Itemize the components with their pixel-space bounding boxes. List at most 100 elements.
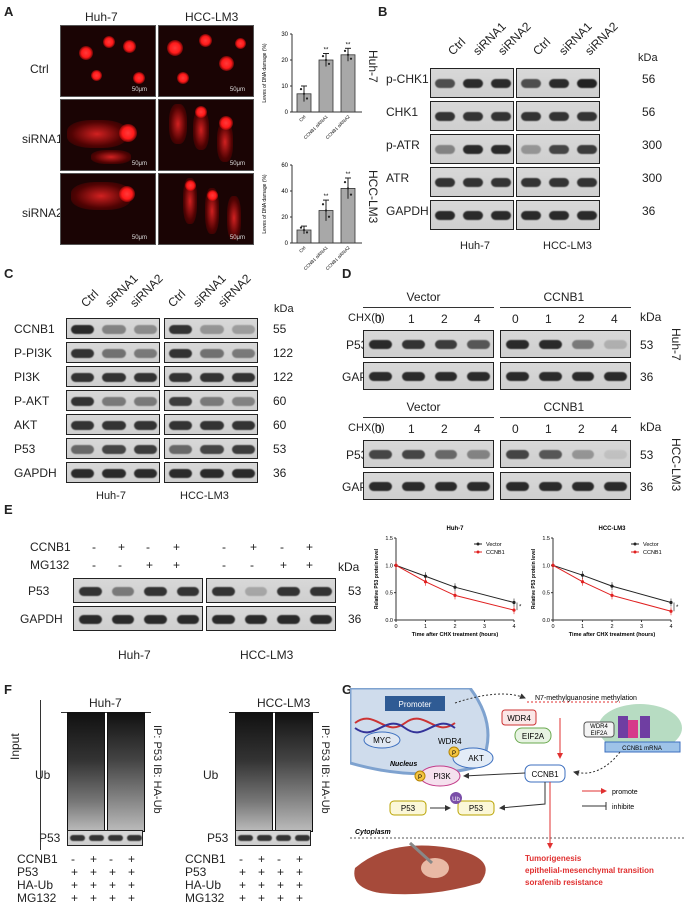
blot-row-label: CCNB1 [14,322,55,336]
group-underline [500,417,631,418]
blot-strip [363,362,494,390]
blot-band [521,79,541,88]
blot-band [144,587,167,596]
blot-band [257,835,272,841]
panel-f-sign: - [277,852,281,866]
blot-row-kda: 36 [273,466,287,480]
p53-decay-chart-hcclm3: HCC-LM3 0.0 0.5 1.0 1.5 0 1 2 3 4 Time after CHX t… [531,526,679,638]
panel-f-sign: + [128,852,136,866]
blot-row-kda: 55 [273,322,287,336]
y-axis-label: Relative P53 protein level [531,548,537,609]
blot-band [212,587,235,596]
y-tick-label: 0.5 [385,591,393,597]
blot-row-kda: 60 [273,394,287,408]
panel-label-g: G [342,682,353,697]
blot-row-kda: 122 [273,346,294,360]
series-point [394,563,398,567]
panel-f-cell-label: HCC-LM3 [257,696,311,710]
blot-strip [66,342,160,363]
blot-band [538,450,562,459]
data-point [321,203,325,206]
akt-node [452,747,494,769]
blot-band [244,587,267,596]
panel-a-row-ctrl: Ctrl [30,62,49,76]
comet-image-hcclm3-sirna2: 50μm [158,173,254,245]
panel-d-time-label: 0 [375,422,382,436]
blot-band [277,615,300,624]
panel-d-time-label: 2 [441,422,448,436]
blot-band [604,482,627,491]
blot-band [604,372,627,381]
legend-marker [476,550,480,554]
p-mark-pi3k [414,770,426,782]
blot-band [435,211,455,220]
panel-e-sign: - [280,540,284,554]
x-tick-label: 3 [640,624,643,630]
panel-f-sign: + [239,865,247,879]
panel-label-a: A [4,4,14,19]
series-line-1 [552,564,672,612]
blot-band [577,79,597,88]
panel-d-time-label: 1 [408,312,415,326]
blot-strip [516,200,600,230]
y-axis-label: Leves of DNA damage (%) [262,43,268,103]
blot-band [169,324,193,334]
panel-e-cell-hcclm3: HCC-LM3 [240,648,294,662]
panel-d-chx-label: CHX(h) [348,422,385,434]
blot-band [200,324,224,334]
series-point [610,593,614,597]
promoter-box [385,696,445,711]
legend-marker [633,550,637,554]
blot-strip [430,200,514,230]
panel-d-time-label: 4 [611,422,618,436]
series-point [669,609,673,613]
data-point [324,209,328,212]
panel-d-chx-label: CHX(h) [348,312,385,324]
legend-entry: Vector [643,542,659,548]
panel-f-sign: + [258,852,266,866]
y-tick-label: 1.5 [385,536,393,542]
series-point [580,573,585,577]
panel-d-time-label: 0 [512,422,519,436]
blot-strip [66,462,160,483]
blot-row-label: AKT [14,418,38,432]
panel-f-sign: + [296,865,304,879]
category-label: Ctrl [298,114,306,122]
comet-image-hcclm3-sirna1: 50μm [158,99,254,171]
panel-f-sign: + [109,891,117,905]
panel-e-sign: - [92,558,96,572]
mechanism-diagram: Promoter MYC WDR4 Nucleus N7-methylguano… [350,688,685,895]
blot-band [506,482,529,491]
blot-band [212,615,235,624]
panel-f-p53-label: P53 [207,831,229,845]
blot-band [577,211,597,220]
significance-mark: * [519,604,522,610]
blot-band [309,587,332,596]
panel-e-sign: + [306,558,314,572]
input-bracket-line [40,700,41,850]
panel-label-d: D [342,266,352,281]
panel-d-kda: kDa [640,310,662,324]
blot-band [549,112,569,121]
y-tick-label: 1.0 [542,563,550,569]
blot-row-kda: 300 [642,171,663,185]
blot-band [369,372,392,381]
series-point [453,593,457,597]
panel-f-sign: + [90,878,98,892]
panel-d-group-label: Vector [406,400,441,414]
blot-row-kda: 56 [642,105,656,119]
panel-e-sign: + [118,540,126,554]
blot-row-label: PI3K [14,370,41,384]
mrna-label: CCNB1 mRNA [622,746,662,752]
data-point [321,55,325,58]
blot-band [538,482,562,491]
blot-band [231,468,255,478]
panel-d-row-kda: 53 [640,448,654,462]
panel-f-cell-label: Huh-7 [89,696,122,710]
y-tick-label: 20 [281,215,288,221]
p-mark-pi3k-label: P [418,775,422,781]
blot-band [463,178,483,187]
panel-b-lane-label: Ctrl [445,34,469,58]
panel-f-sign: + [277,865,285,879]
